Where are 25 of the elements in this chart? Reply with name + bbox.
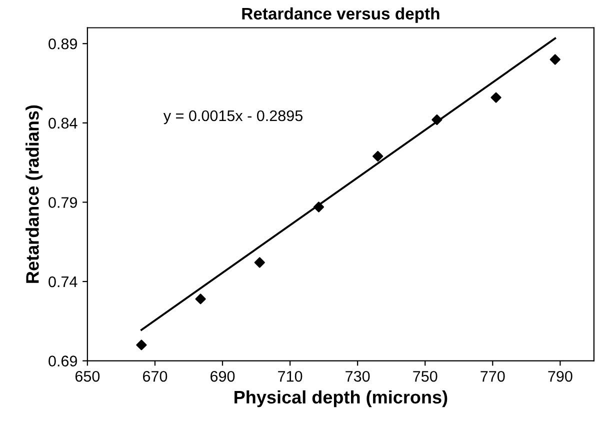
y-tick-label: 0.79 <box>48 197 77 208</box>
y-axis-title: Retardance (radians) <box>26 105 42 283</box>
point <box>313 202 324 212</box>
chart-title: Retardance versus depth <box>242 7 440 23</box>
point <box>432 114 442 126</box>
x-tick-label: 770 <box>480 370 505 382</box>
point <box>136 340 147 350</box>
y-tick-label: 0.69 <box>48 356 77 366</box>
x-tick-label: 790 <box>548 370 572 382</box>
y-tick-label: 0.84 <box>48 118 78 129</box>
point <box>372 150 384 162</box>
y-tick-label: 0.89 <box>48 38 77 50</box>
point <box>195 294 206 304</box>
x-axis-title: Physical depth (microns) <box>234 390 448 408</box>
x-tick-label: 750 <box>413 370 438 382</box>
x-tick-label: 730 <box>346 370 370 382</box>
x-tick-label: 710 <box>278 370 302 382</box>
point <box>550 54 560 65</box>
point <box>254 257 265 268</box>
y-tick-label: 0.74 <box>48 276 78 288</box>
x-tick-label: 650 <box>75 370 100 382</box>
point <box>490 92 502 103</box>
annotation: y = 0.0015x - 0.2895 <box>163 110 302 124</box>
x-tick-label: 670 <box>143 370 168 382</box>
x-tick-label: 690 <box>210 370 235 382</box>
